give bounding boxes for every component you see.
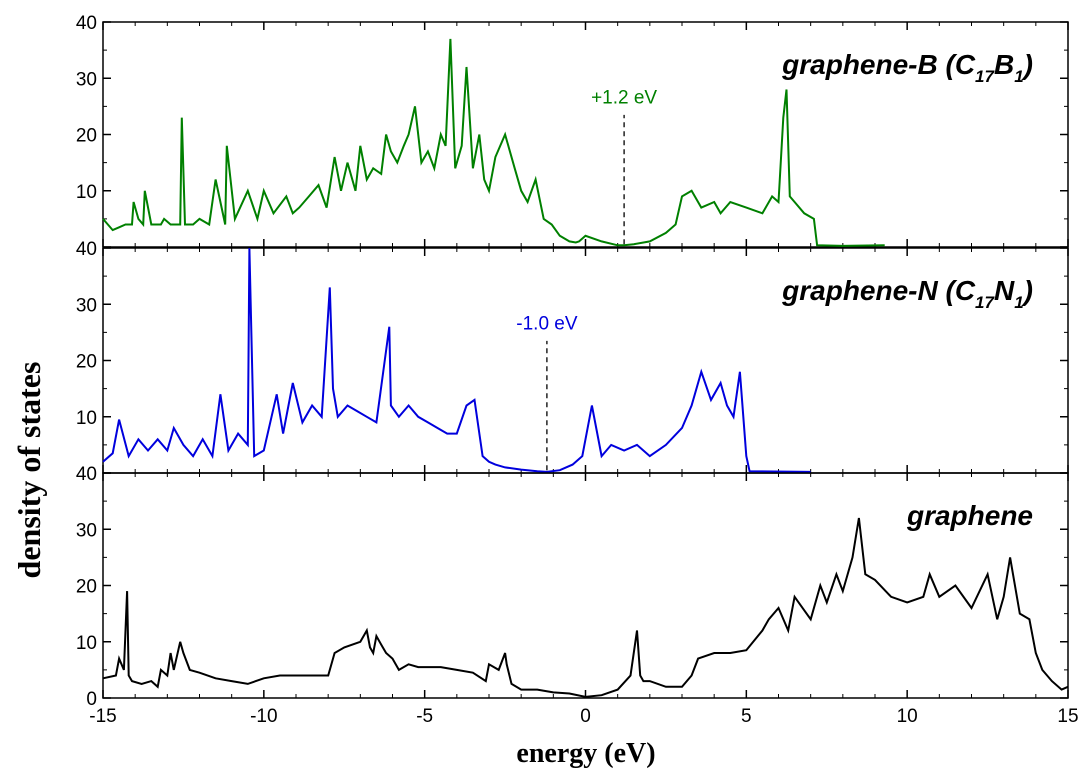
y-tick-label: 40 <box>76 239 97 260</box>
panel-title: graphene-N (C17N1) <box>781 275 1033 312</box>
y-tick-label: 10 <box>76 182 97 203</box>
x-tick-label: 5 <box>741 706 752 727</box>
y-axis-title: density of states <box>11 362 47 579</box>
panel-title-part: graphene-N (C <box>781 275 976 306</box>
panel-title-subscript: 1 <box>1014 293 1023 312</box>
panel-title-subscript: 1 <box>1014 67 1023 86</box>
y-tick-label: 40 <box>76 464 97 485</box>
x-tick-label: -5 <box>416 706 433 727</box>
fermi-shift-label: +1.2 eV <box>591 88 657 109</box>
panel-title-subscript: 17 <box>975 67 995 86</box>
y-tick-label: 20 <box>76 126 97 147</box>
y-tick-label: 10 <box>76 408 97 429</box>
dos-series-line <box>102 38 885 247</box>
panel-title-part: graphene <box>906 500 1033 531</box>
panel-2: 0 10 20 30 40 graphene <box>76 464 1069 710</box>
panel-title: graphene-B (C17B1) <box>781 49 1033 86</box>
panel-title-part: ) <box>1021 275 1033 306</box>
x-axis-title: energy (eV) <box>516 738 655 769</box>
y-tick-label: 30 <box>76 69 97 90</box>
fermi-shift-label: -1.0 eV <box>516 314 578 335</box>
y-tick-label: 20 <box>76 352 97 373</box>
panel-title-subscript: 17 <box>975 293 995 312</box>
dos-series-line <box>102 247 811 473</box>
x-tick-label: -15 <box>89 706 116 727</box>
panel-title: graphene <box>906 500 1033 531</box>
panel-0: 10 20 30 40 +1.2 eV graphene-B (C17B1) <box>76 13 1069 248</box>
panel-1: 10 20 30 40 -1.0 eV graphene-N (C17N1) <box>76 239 1069 474</box>
x-tick-label: 10 <box>897 706 918 727</box>
x-tick-label: 15 <box>1057 706 1078 727</box>
panel-title-part: graphene-B (C <box>781 49 976 80</box>
x-tick-label: -10 <box>250 706 277 727</box>
y-tick-label: 30 <box>76 520 97 541</box>
dos-series-line <box>102 517 1069 698</box>
y-tick-label: 20 <box>76 577 97 598</box>
y-tick-label: 0 <box>86 689 97 710</box>
y-tick-label: 40 <box>76 13 97 34</box>
panel-title-part: N <box>994 275 1015 306</box>
y-tick-label: 30 <box>76 295 97 316</box>
panel-title-part: B <box>994 49 1014 80</box>
x-tick-label: 0 <box>580 706 591 727</box>
y-tick-label: 10 <box>76 633 97 654</box>
panel-title-part: ) <box>1021 49 1033 80</box>
